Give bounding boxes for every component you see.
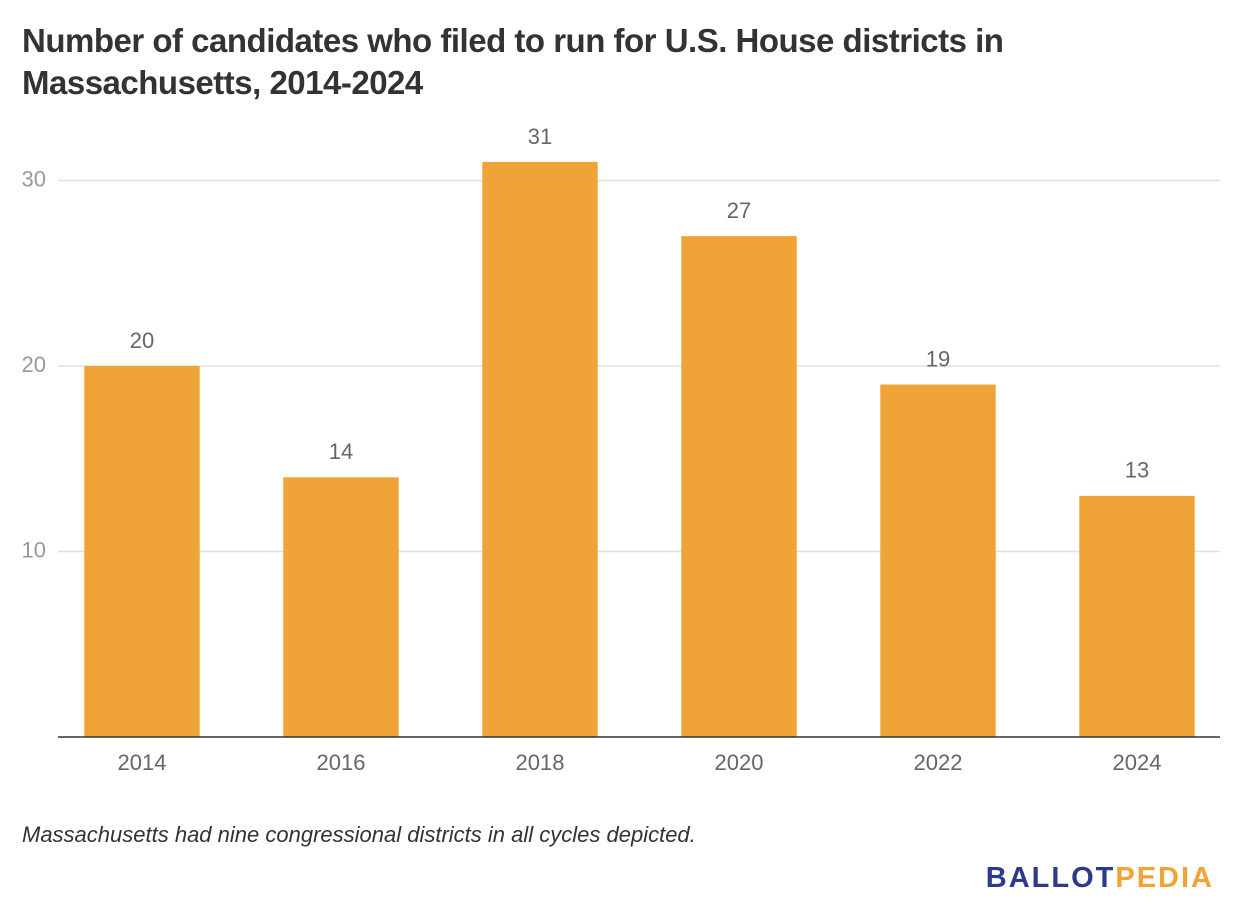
x-tick-label: 2014 xyxy=(118,750,167,775)
value-label: 20 xyxy=(130,328,154,353)
value-label: 14 xyxy=(329,439,353,464)
logo-text: BALLOT xyxy=(985,862,1116,894)
x-tick-label: 2024 xyxy=(1113,750,1162,775)
value-label: 27 xyxy=(727,198,751,223)
chart-note: Massachusetts had nine congressional dis… xyxy=(22,822,696,847)
value-label: 31 xyxy=(528,124,552,149)
bar xyxy=(283,477,399,737)
bar xyxy=(84,366,200,737)
value-label: 19 xyxy=(926,346,950,371)
y-tick-label: 20 xyxy=(22,352,46,377)
logo: BALLOTPEDIA xyxy=(986,862,1214,895)
x-tick-label: 2020 xyxy=(715,750,764,775)
bar xyxy=(880,384,996,737)
logo-text: PEDIA xyxy=(1115,862,1214,894)
y-tick-label: 10 xyxy=(22,537,46,562)
bar xyxy=(482,161,598,737)
x-tick-label: 2016 xyxy=(317,750,366,775)
x-tick-label: 2022 xyxy=(914,750,963,775)
bar xyxy=(1079,495,1195,737)
chart-title: Number of candidates who filed to run fo… xyxy=(22,22,1004,101)
bar xyxy=(681,236,797,737)
y-tick-label: 30 xyxy=(22,166,46,191)
value-label: 13 xyxy=(1125,458,1149,483)
x-tick-label: 2018 xyxy=(516,750,565,775)
